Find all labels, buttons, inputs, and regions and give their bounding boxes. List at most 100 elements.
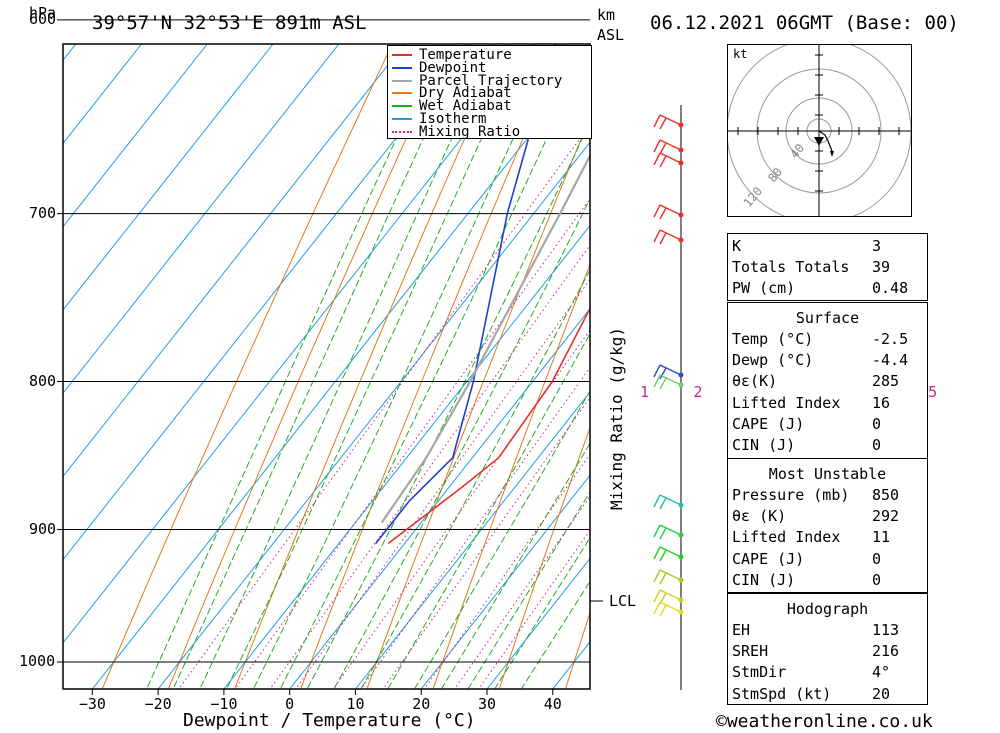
hodograph-trace <box>818 130 833 152</box>
legend-item: Parcel Trajectory <box>392 74 562 88</box>
index-value: 3 <box>872 237 882 255</box>
surface-label: CAPE (J) <box>732 415 805 433</box>
mu-label: Lifted Index <box>732 528 841 546</box>
wind-barb <box>653 569 682 585</box>
hodograph-unit: kt <box>733 47 748 61</box>
hpa-axis-label: hPa <box>29 4 57 22</box>
km-label: km <box>597 6 616 24</box>
temperature-tick-label: −10 <box>210 695 238 713</box>
legend-swatch <box>392 92 412 95</box>
hodo-row: SREH 216 <box>728 639 927 660</box>
surface-value: -2.5 <box>872 330 909 348</box>
hodograph-stats-title: Hodograph <box>786 600 869 618</box>
wind-barb <box>653 229 682 245</box>
mu-label: θε (K) <box>732 507 787 525</box>
mu-label: CAPE (J) <box>732 550 805 568</box>
legend-label: Dry Adiabat <box>419 85 512 102</box>
surface-row: CAPE (J) 0 <box>728 412 927 433</box>
mu-row: CAPE (J) 0 <box>728 547 927 568</box>
surface-row: Lifted Index 16 <box>728 391 927 412</box>
index-value: 0.48 <box>872 279 909 297</box>
hodo-label: SREH <box>732 642 769 660</box>
wind-barb <box>653 589 682 605</box>
isotherm-line <box>63 44 77 61</box>
mu-value: 292 <box>872 507 900 525</box>
dry-adiabat-line <box>366 116 590 689</box>
legend-swatch <box>392 54 412 56</box>
isotherm-line <box>63 44 405 478</box>
legend-swatch <box>392 105 412 108</box>
legend-item: Temperature <box>392 48 512 62</box>
hodo-value: 4° <box>872 663 891 681</box>
surface-row: Dewp (°C) -4.4 <box>728 348 927 369</box>
wind-barb <box>653 152 682 168</box>
surface-label: CIN (J) <box>732 436 796 454</box>
temperature-tick-label: 20 <box>412 695 431 713</box>
index-row: PW (cm) 0.48 <box>728 276 927 297</box>
surface-label: Lifted Index <box>732 394 841 412</box>
isotherm-line <box>63 44 208 228</box>
wet-adiabat-line <box>172 44 468 689</box>
wet-adiabat-line <box>413 390 590 689</box>
wet-adiabat-line <box>146 44 441 689</box>
wet-adiabat-line <box>226 44 526 689</box>
hodo-value: 20 <box>872 685 891 703</box>
wet-adiabat-line <box>306 121 590 689</box>
wet-adiabat-line <box>199 44 496 689</box>
surface-row: Temp (°C) -2.5 <box>728 327 927 348</box>
forecast-datetime: 06.12.2021 06GMT (Base: 00) <box>650 12 959 34</box>
legend-label: Dewpoint <box>419 59 487 76</box>
temperature-tick-label: 0 <box>285 695 295 713</box>
station-location: 39°57'N 32°53'E 891m ASL <box>92 12 367 34</box>
legend: Temperature Dewpoint Parcel Trajectory Dry … <box>387 45 592 139</box>
wind-level-dot <box>678 237 684 243</box>
isotherm-line <box>355 391 590 689</box>
legend-item: Dewpoint <box>392 61 486 75</box>
wind-barb <box>653 114 682 130</box>
surface-label: θε(K) <box>732 372 778 390</box>
isotherm-line <box>63 44 340 394</box>
mu-row: θε (K) 292 <box>728 504 927 525</box>
temperature-tick-label: 10 <box>346 695 365 713</box>
wind-barb <box>653 601 682 617</box>
lcl-label: LCL <box>609 592 637 610</box>
legend-label: Temperature <box>419 47 512 63</box>
wind-barb <box>653 546 682 562</box>
wind-barb <box>653 524 682 540</box>
legend-label: Isotherm <box>419 111 487 127</box>
wind-level-dot <box>678 577 684 583</box>
mu-label: CIN (J) <box>732 571 796 589</box>
legend-swatch <box>392 118 412 120</box>
index-row: Totals Totals 39 <box>728 255 927 276</box>
wind-level-dot <box>678 382 684 388</box>
dry-adiabat-line <box>955 0 1000 723</box>
mu-value: 11 <box>872 528 891 546</box>
hodo-row: StmSpd (kt) 20 <box>728 682 927 703</box>
isotherm-line <box>289 308 590 689</box>
pressure-tick-label: 900 <box>29 519 57 538</box>
isotherm-line <box>486 557 590 689</box>
surface-panel: Surface Temp (°C) -2.5 Dewp (°C) -4.4 θε(K… <box>727 302 928 459</box>
legend-swatch <box>392 79 412 82</box>
isotherm-line <box>0 44 10 689</box>
surface-label: Dewp (°C) <box>732 351 814 369</box>
temperature-tick-label: 40 <box>543 695 562 713</box>
parcel-trajectory-trace <box>380 153 590 524</box>
wind-level-dot <box>678 532 684 538</box>
isotherm-line <box>63 44 274 311</box>
dry-adiabat-line <box>498 426 590 689</box>
legend-swatch <box>392 130 412 133</box>
copyright-link[interactable]: ©weatheronline.co.uk <box>716 711 933 732</box>
isotherm-line <box>157 141 590 689</box>
mixing-ratio-line <box>234 198 590 689</box>
pressure-tick-label: 600 <box>29 9 57 28</box>
wind-level-dot <box>678 554 684 560</box>
hodo-label: StmDir <box>732 663 787 681</box>
hodograph-plot <box>728 45 911 216</box>
mu-row: CIN (J) 0 <box>728 568 927 589</box>
legend-label: Mixing Ratio <box>419 123 521 140</box>
x-axis-title: Dewpoint / Temperature (°C) <box>183 710 476 731</box>
wind-level-dot <box>678 212 684 218</box>
